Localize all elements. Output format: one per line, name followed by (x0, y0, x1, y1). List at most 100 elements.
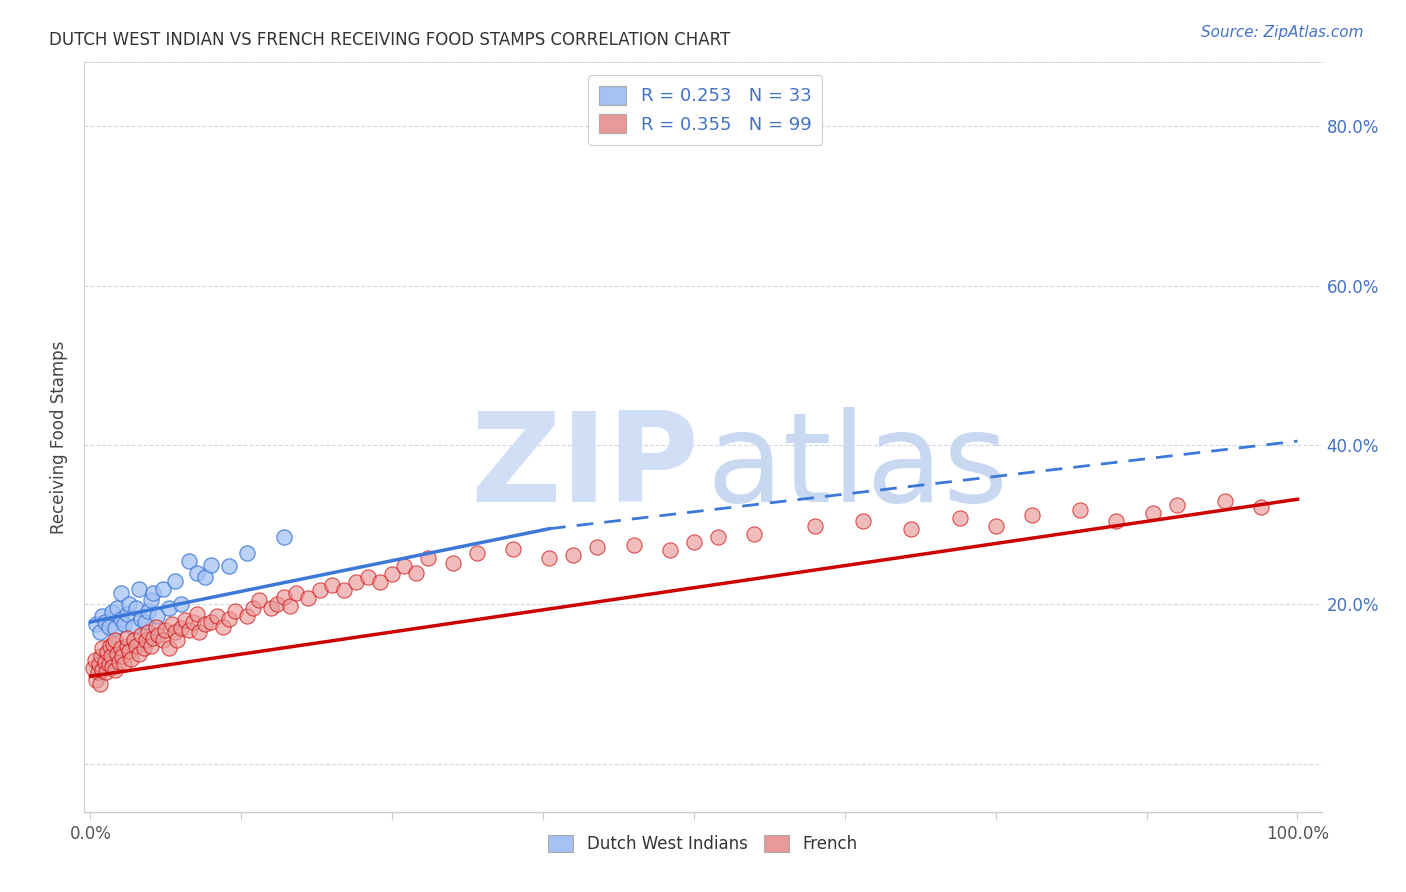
Point (273, 590, 295, 604)
Point (157, 601, 180, 615)
Point (129, 612, 152, 626)
Point (86, 665, 108, 680)
Point (852, 514, 875, 528)
Point (115, 607, 138, 621)
Point (1142, 506, 1164, 520)
Point (321, 577, 343, 591)
Point (94, 665, 117, 680)
Point (103, 663, 125, 677)
Point (170, 598, 193, 612)
Point (86, 673, 108, 688)
Point (1069, 503, 1091, 517)
Point (110, 641, 132, 656)
Point (181, 615, 204, 629)
Point (115, 631, 138, 645)
Point (121, 620, 143, 634)
Point (122, 633, 145, 648)
Point (89, 677, 111, 691)
Point (103, 621, 125, 635)
Point (101, 659, 124, 673)
Point (260, 601, 283, 615)
Point (105, 647, 128, 661)
Point (135, 633, 157, 648)
Point (218, 559, 240, 574)
Point (155, 623, 177, 637)
Point (394, 559, 416, 574)
Point (188, 625, 211, 640)
Point (146, 628, 169, 642)
Point (623, 538, 645, 552)
Point (152, 633, 174, 648)
Text: DUTCH WEST INDIAN VS FRENCH RECEIVING FOOD STAMPS CORRELATION CHART: DUTCH WEST INDIAN VS FRENCH RECEIVING FO… (49, 31, 731, 49)
Point (142, 585, 165, 599)
Point (236, 609, 259, 624)
Point (170, 621, 193, 635)
Point (200, 558, 222, 572)
Point (94, 655, 117, 669)
Point (179, 554, 201, 568)
Point (984, 519, 1007, 533)
Point (101, 606, 124, 620)
Point (683, 535, 706, 549)
Point (103, 633, 125, 648)
Point (163, 625, 186, 640)
Point (103, 637, 125, 651)
Point (368, 575, 391, 590)
Point (284, 585, 307, 599)
Point (586, 540, 609, 554)
Point (115, 639, 138, 653)
Point (108, 655, 131, 669)
Point (405, 566, 427, 580)
Point (266, 598, 288, 612)
Point (100, 649, 122, 664)
Point (418, 551, 440, 566)
Point (91, 663, 114, 677)
Point (344, 575, 367, 590)
Point (194, 569, 217, 583)
Point (742, 527, 765, 541)
Point (96, 645, 118, 659)
Point (139, 593, 162, 607)
Point (138, 625, 160, 640)
Point (139, 639, 162, 653)
Point (89, 625, 111, 640)
Point (381, 567, 404, 582)
Point (538, 551, 561, 566)
Point (707, 530, 730, 544)
Point (1213, 493, 1236, 508)
Point (132, 641, 155, 656)
Point (125, 601, 148, 615)
Point (87, 657, 110, 672)
Point (110, 585, 132, 599)
Point (658, 543, 681, 558)
Point (163, 574, 186, 588)
Point (166, 633, 188, 648)
Point (179, 623, 201, 637)
Point (105, 601, 128, 615)
Point (297, 591, 319, 606)
Point (465, 546, 488, 560)
Point (84, 653, 107, 667)
Point (82, 661, 104, 675)
Point (142, 631, 165, 645)
Point (90, 649, 112, 664)
Point (120, 651, 142, 665)
Point (186, 607, 208, 621)
Point (218, 612, 240, 626)
Point (173, 614, 195, 628)
Point (1250, 500, 1272, 515)
Point (247, 593, 270, 607)
Point (110, 612, 132, 626)
Point (157, 641, 180, 656)
Point (145, 620, 167, 634)
Point (205, 609, 228, 624)
Point (224, 604, 246, 618)
Point (134, 615, 156, 629)
Point (91, 641, 114, 656)
Point (212, 620, 235, 634)
Point (200, 615, 222, 629)
Point (236, 546, 259, 560)
Point (1166, 498, 1188, 512)
Point (333, 583, 356, 598)
Text: atlas: atlas (707, 407, 1010, 527)
